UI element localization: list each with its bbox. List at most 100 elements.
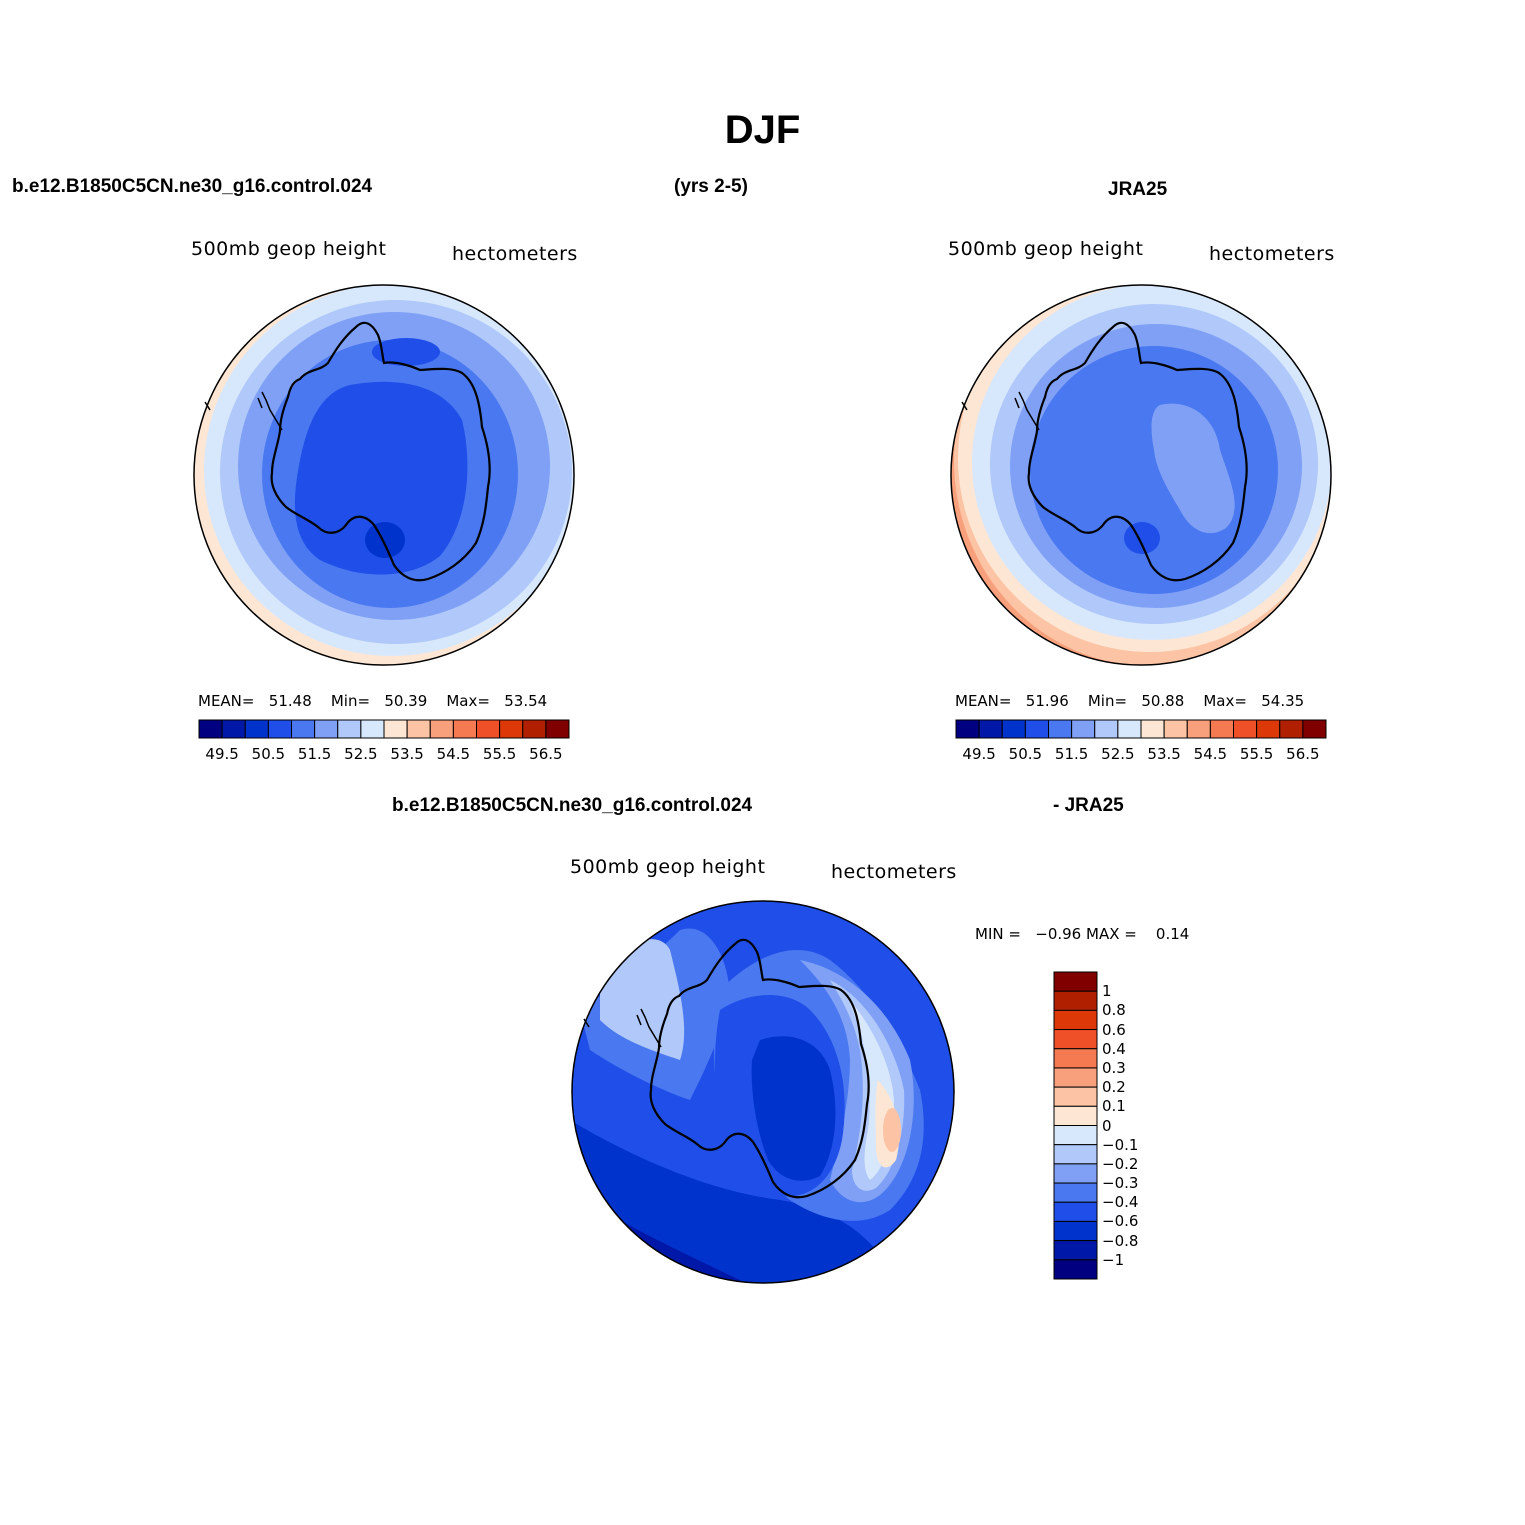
diff-obs-header: - JRA25 (1053, 795, 1124, 816)
model-colorbar-box (499, 719, 524, 739)
model-colorbar-tick-label: 56.5 (529, 745, 563, 763)
obs-colorbar-box (1186, 719, 1211, 739)
obs-max-value: 54.35 (1261, 692, 1305, 710)
model-case-header: b.e12.B1850C5CN.ne30_g16.control.024 (12, 176, 373, 197)
model-colorbar-box (452, 719, 477, 739)
obs-mean-label: MEAN= (955, 692, 1012, 710)
obs-colorbar-box (1140, 719, 1165, 739)
diff-colorbar-box (1053, 1009, 1098, 1031)
diff-colorbar-tick-label: −0.6 (1102, 1212, 1139, 1231)
model-colorbar-box (221, 719, 246, 739)
diff-colorbar-tick-label: 0.6 (1102, 1020, 1126, 1039)
model-max-label: Max= (446, 692, 490, 710)
model-colorbar-tick-label: 53.5 (390, 745, 424, 763)
diff-colorbar-tick-label: 0.2 (1102, 1078, 1126, 1097)
years-header: (yrs 2-5) (674, 176, 748, 197)
obs-colorbar-box (1256, 719, 1281, 739)
diff-colorbar-box (1053, 1067, 1098, 1088)
diff-variable-label: 500mb geop height (570, 856, 766, 878)
model-colorbar-tick-label: 49.5 (205, 745, 239, 763)
model-max-value: 53.54 (504, 692, 548, 710)
model-colorbar-box (522, 719, 547, 739)
diff-colorbar-tick-label: 0.1 (1102, 1097, 1126, 1116)
model-colorbar-box (545, 719, 570, 739)
model-colorbar-box (314, 719, 339, 739)
diff-colorbar-box (1053, 971, 1098, 992)
diff-colorbar-box (1053, 1220, 1098, 1242)
obs-colorbar-tick-label: 51.5 (1054, 745, 1089, 763)
obs-colorbar-tick-label: 52.5 (1101, 745, 1135, 763)
diff-max-label: MAX = (1086, 925, 1137, 943)
obs-colorbar-box (1209, 719, 1234, 739)
obs-colorbar-tick-label: 49.5 (962, 745, 996, 763)
diff-min-value: −0.96 (1035, 925, 1082, 943)
obs-colorbar-box (1279, 719, 1304, 739)
diff-colorbar-tick-label: 0.8 (1102, 1001, 1126, 1020)
diff-colorbar-tick-label: −0.2 (1102, 1154, 1139, 1173)
model-colorbar-tick-label: 52.5 (344, 745, 378, 763)
diff-colorbar-tick-label: 1 (1102, 982, 1112, 1001)
obs-colorbar (955, 719, 1327, 739)
obs-colorbar-box (955, 719, 980, 739)
model-colorbar-box (337, 719, 362, 739)
diff-colorbar-box (1053, 1048, 1098, 1069)
obs-colorbar-box (1048, 719, 1073, 739)
obs-colorbar-tick-label: 50.5 (1008, 745, 1043, 763)
obs-stats: MEAN= 51.96 Min= 50.88 Max= 54.35 (955, 692, 1304, 710)
obs-map (950, 284, 1332, 666)
obs-colorbar-box (1163, 719, 1188, 739)
model-colorbar-box (267, 719, 292, 739)
diff-colorbar-tick-label: −0.3 (1102, 1174, 1139, 1193)
model-mean-value: 51.48 (268, 692, 312, 710)
diff-min-label: MIN = (975, 925, 1021, 943)
obs-colorbar-box (1094, 719, 1119, 739)
figure-title: DJF (724, 108, 801, 152)
obs-colorbar-box (1117, 719, 1142, 739)
diff-colorbar-box (1053, 1240, 1098, 1261)
model-colorbar-tick-label: 51.5 (297, 745, 332, 763)
model-colorbar-box (429, 719, 454, 739)
model-colorbar-box (244, 719, 269, 739)
obs-units-label: hectometers (1209, 243, 1335, 265)
model-min-label: Min= (330, 692, 371, 710)
obs-variable-label: 500mb geop height (948, 238, 1144, 260)
obs-max-label: Max= (1203, 692, 1247, 710)
diff-colorbar-tick-label: −0.8 (1102, 1231, 1139, 1250)
diff-colorbar-tick-label: 0.3 (1102, 1058, 1126, 1077)
obs-min-label: Min= (1087, 692, 1128, 710)
model-colorbar-box (198, 719, 223, 739)
diff-colorbar-box (1053, 1163, 1098, 1184)
diff-colorbar-tick-label: −0.4 (1102, 1193, 1139, 1212)
diff-colorbar-tick-label: −0.1 (1102, 1135, 1139, 1154)
model-colorbar-tick-label: 55.5 (482, 745, 517, 763)
diff-colorbar-tick-label: 0.4 (1102, 1039, 1126, 1058)
diff-colorbar-box (1053, 1105, 1098, 1126)
model-colorbar (198, 719, 570, 739)
obs-min-value: 50.88 (1141, 692, 1185, 710)
obs-mean-value: 51.96 (1025, 692, 1069, 710)
diff-max-value: 0.14 (1155, 925, 1190, 943)
diff-colorbar-box (1053, 990, 1098, 1011)
model-min-value: 50.39 (384, 692, 428, 710)
model-colorbar-box (383, 719, 408, 739)
model-colorbar-tick-label: 54.5 (436, 745, 471, 763)
obs-header: JRA25 (1108, 179, 1168, 200)
model-mean-label: MEAN= (198, 692, 255, 710)
model-colorbar-tick-label: 50.5 (251, 745, 286, 763)
model-colorbar-box (476, 719, 501, 739)
obs-colorbar-tick-label: 55.5 (1239, 745, 1274, 763)
obs-colorbar-tick-label: 54.5 (1193, 745, 1228, 763)
obs-colorbar-box (1302, 719, 1327, 739)
model-colorbar-box (291, 719, 316, 739)
model-colorbar-box (406, 719, 431, 739)
obs-colorbar-box (1233, 719, 1258, 739)
diff-colorbar (1053, 971, 1098, 1280)
diff-colorbar-box (1053, 1086, 1098, 1107)
diff-colorbar-tick-label: 0 (1102, 1116, 1112, 1135)
model-colorbar-box (360, 719, 385, 739)
diff-colorbar-box (1053, 1201, 1098, 1222)
obs-colorbar-tick-label: 53.5 (1147, 745, 1181, 763)
diff-colorbar-box (1053, 1029, 1098, 1050)
obs-colorbar-box (1071, 719, 1096, 739)
